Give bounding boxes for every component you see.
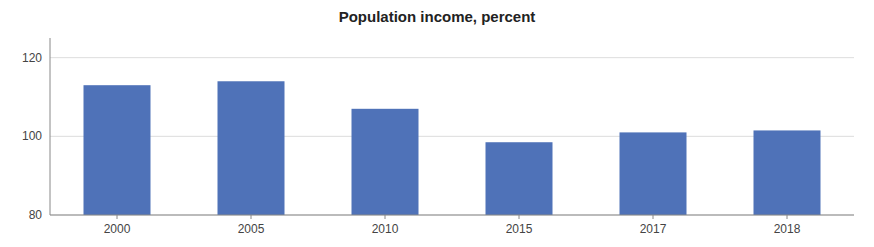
y-axis: 80 100 120 xyxy=(22,38,50,222)
page: {"chart_data": {"type": "bar", "title": … xyxy=(0,0,874,247)
y-axis-line xyxy=(50,38,51,215)
x-tick-label: 2018 xyxy=(774,222,801,236)
bar xyxy=(620,132,687,215)
x-tick xyxy=(519,215,520,219)
bar xyxy=(754,130,821,215)
y-tick-label: 100 xyxy=(22,129,42,143)
x-tick xyxy=(117,215,118,219)
bar xyxy=(84,85,151,215)
x-tick xyxy=(385,215,386,219)
x-tick-label: 2017 xyxy=(640,222,667,236)
x-tick-label: 2005 xyxy=(238,222,265,236)
x-axis-line xyxy=(50,215,854,216)
bar xyxy=(218,81,285,215)
x-tick xyxy=(787,215,788,219)
x-tick-label: 2000 xyxy=(104,222,131,236)
x-axis: 2000 2005 2010 2015 2017 2018 xyxy=(50,215,854,236)
x-tick-label: 2015 xyxy=(506,222,533,236)
bar xyxy=(486,142,553,215)
grid-line xyxy=(50,215,854,216)
x-tick xyxy=(653,215,654,219)
y-tick-label: 120 xyxy=(22,51,42,65)
bars xyxy=(84,81,821,215)
grid xyxy=(50,58,854,215)
x-tick-label: 2010 xyxy=(372,222,399,236)
chart-svg: Population income, percent80100120200020… xyxy=(0,0,874,247)
grid-line xyxy=(50,57,854,58)
title: Population income, percent xyxy=(339,8,536,25)
bar xyxy=(352,109,419,215)
x-tick xyxy=(251,215,252,219)
grid-line xyxy=(50,136,854,137)
y-tick-label: 80 xyxy=(29,208,43,222)
chart-container: Population income, percent80100120200020… xyxy=(0,0,874,247)
